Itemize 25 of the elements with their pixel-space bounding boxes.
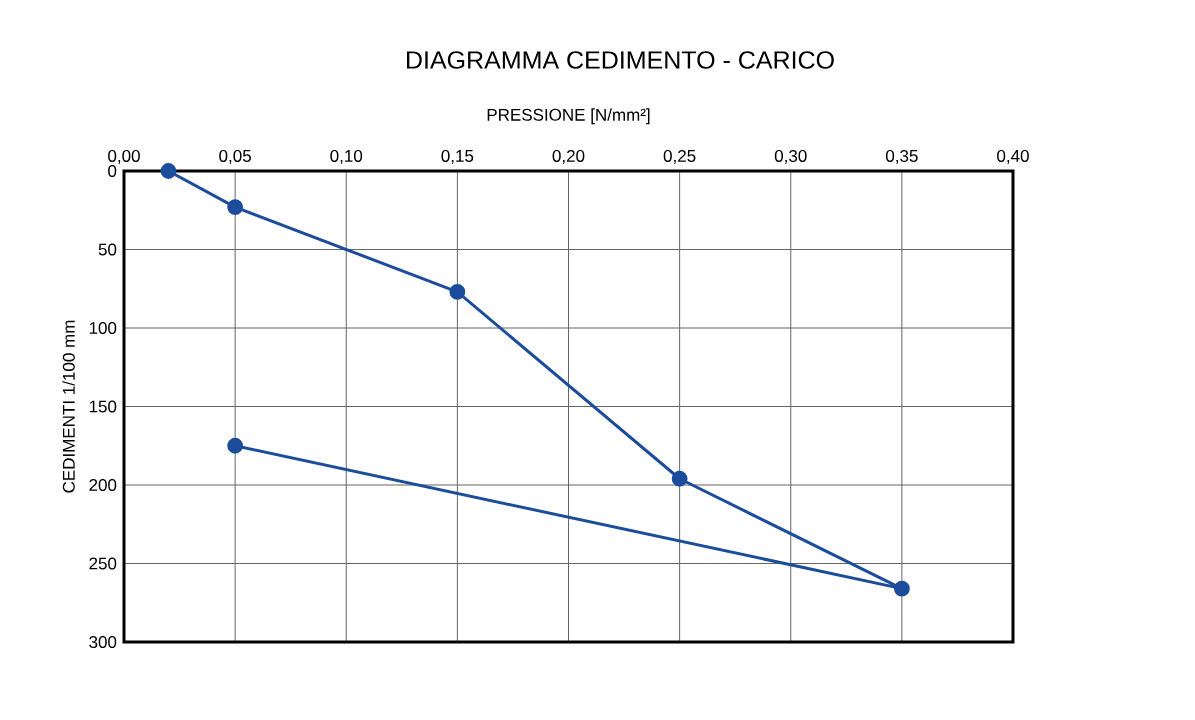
x-tick-label: 0,15 xyxy=(441,149,474,164)
y-tick-label: 100 xyxy=(89,322,117,335)
y-tick-label: 250 xyxy=(89,557,117,570)
y-tick-label: 50 xyxy=(98,243,117,256)
x-tick-label: 0,30 xyxy=(774,149,807,164)
chart-title: DIAGRAMMA CEDIMENTO - CARICO xyxy=(406,51,834,69)
x-axis-title: PRESSIONE [N/mm²] xyxy=(487,108,650,125)
y-tick-label: 300 xyxy=(89,636,117,649)
point xyxy=(160,163,177,179)
point xyxy=(671,470,688,487)
y-tick-label: 150 xyxy=(89,400,117,413)
x-tick-label: 0,25 xyxy=(663,149,696,164)
x-tick-label: 0,10 xyxy=(330,149,363,164)
point xyxy=(227,437,244,454)
y-tick-label: 0 xyxy=(108,165,117,178)
point xyxy=(227,199,244,216)
x-tick-label: 0,35 xyxy=(885,149,918,164)
x-tick-label: 0,00 xyxy=(108,149,140,164)
point xyxy=(893,580,910,597)
y-tick-label: 200 xyxy=(89,479,117,492)
x-tick-label: 0,05 xyxy=(219,149,251,164)
x-tick-label: 0,20 xyxy=(552,149,585,164)
y-axis-title: CEDIMENTI 1/100 mm xyxy=(62,320,75,493)
x-tick-label: 0,40 xyxy=(997,149,1029,164)
point xyxy=(449,284,466,300)
